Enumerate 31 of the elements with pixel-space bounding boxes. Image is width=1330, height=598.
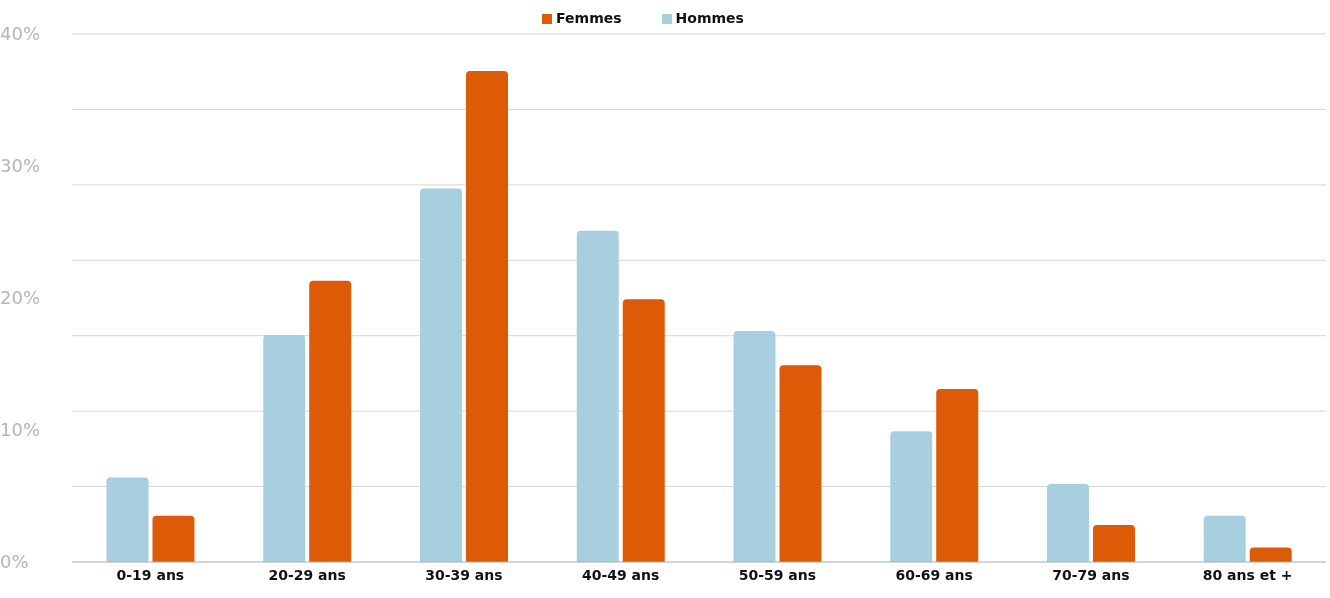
bar — [152, 515, 195, 562]
bar — [779, 365, 822, 562]
bar — [936, 389, 979, 562]
x-tick-label: 40-49 ans — [581, 566, 660, 583]
x-tick-label: 80 ans et + — [1202, 566, 1293, 583]
bar — [890, 431, 933, 562]
y-tick-label: 0% — [0, 551, 29, 573]
y-tick-label: 20% — [0, 287, 41, 309]
bar — [576, 230, 619, 562]
x-tick-label: 30-39 ans — [425, 566, 503, 583]
bar — [733, 331, 776, 562]
bar — [1092, 525, 1135, 562]
y-tick-label: 10% — [0, 419, 41, 441]
y-tick-label: 30% — [0, 155, 41, 177]
bar — [419, 188, 462, 562]
bar — [263, 334, 306, 562]
x-tick-label: 20-29 ans — [268, 566, 346, 583]
x-tick-label: 50-59 ans — [738, 566, 817, 583]
bar — [1249, 547, 1292, 562]
bar — [1046, 484, 1089, 562]
bar — [1203, 515, 1246, 562]
x-tick-label: 0-19 ans — [116, 566, 185, 583]
y-tick-label: 40% — [0, 23, 41, 45]
legend-label: Femmes — [556, 10, 622, 26]
bar — [309, 280, 352, 562]
bar — [622, 299, 665, 562]
legend-label: Hommes — [675, 10, 744, 26]
x-tick-label: 60-69 ans — [895, 566, 973, 583]
bar — [465, 70, 508, 562]
bar — [106, 477, 149, 562]
x-tick-label: 70-79 ans — [1052, 566, 1130, 583]
